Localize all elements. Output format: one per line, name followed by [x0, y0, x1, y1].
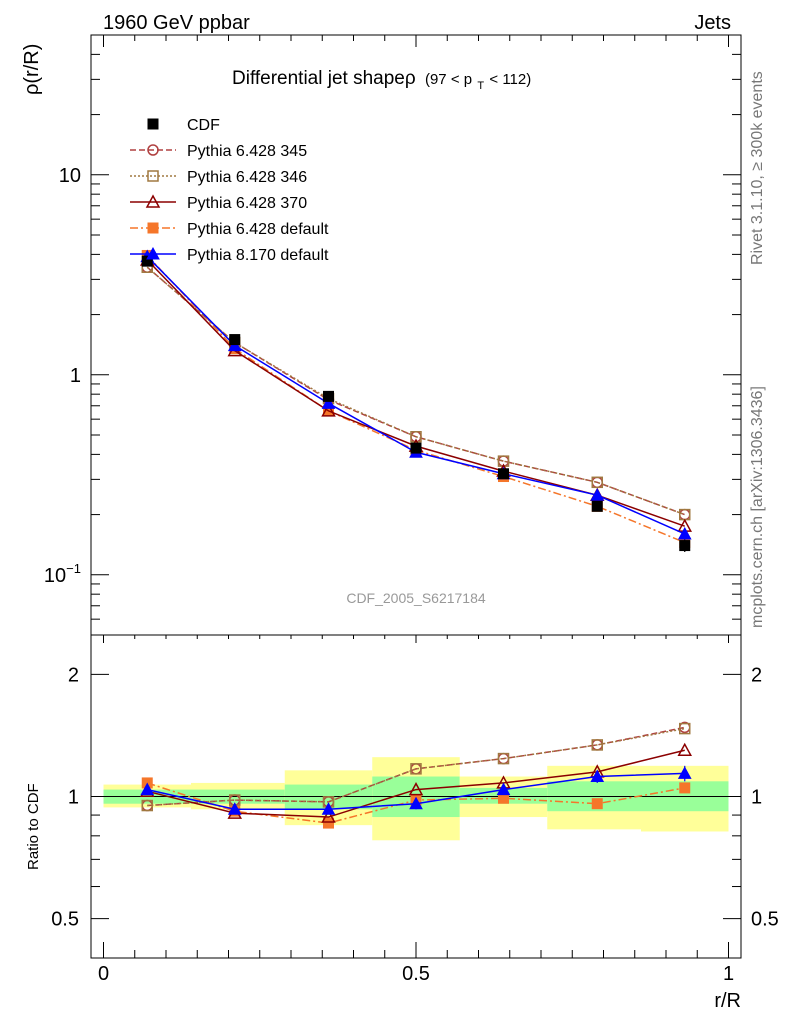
point-p8def: [590, 769, 605, 783]
point-p8def: [409, 796, 423, 810]
main-ytick-label-1: 1: [70, 365, 81, 387]
main-ylabel: ρ(r/R): [21, 44, 43, 95]
rivet-label: Rivet 3.1.10, ≥ 300k events: [749, 71, 766, 265]
point-p8def: [321, 802, 336, 815]
x-tick-label-0: 0: [98, 963, 109, 985]
x-axis-label: r/R: [714, 990, 741, 1012]
point-cdf: [679, 540, 691, 552]
point-cdf: [591, 500, 603, 512]
legend-label-p8def: Pythia 8.170 default: [187, 247, 329, 264]
legend-marker-p8def: [146, 246, 160, 260]
point-p8def: [590, 488, 605, 501]
ratio-series-group: [139, 721, 693, 829]
point-p346: [591, 476, 603, 489]
series-line-p345: [146, 266, 686, 516]
legend: CDF Pythia 6.428 345 Pythia 6.428 346 Pythi…: [130, 117, 329, 264]
series-line-p345: [147, 726, 685, 807]
legend-marker-p345: [147, 144, 159, 156]
main-axes: 10−1 1 10: [44, 34, 741, 636]
main-ytick-label-2: 10: [59, 165, 81, 187]
series-line-p8def: [146, 256, 686, 535]
point-p8def: [321, 396, 336, 409]
point-cdf: [410, 442, 422, 454]
analysis-watermark: CDF_2005_S6217184: [346, 590, 486, 606]
ratio-ytick-label-left-1: 1: [68, 787, 79, 809]
series-line-p346: [147, 727, 685, 807]
point-p346: [410, 763, 422, 775]
header-left: 1960 GeV ppbar: [103, 12, 250, 34]
ratio-ylabel: Ratio to CDF: [25, 783, 42, 870]
point-p370: [321, 403, 336, 417]
series-line-p346: [146, 266, 686, 516]
title-cut-sub: T: [477, 80, 484, 92]
point-p8def: [677, 526, 692, 540]
point-cdf: [498, 468, 509, 480]
point-p346: [497, 752, 510, 765]
mcplots-label: mcplots.cern.ch [arXiv:1306.3436]: [749, 386, 766, 628]
chart-title: Differential jet shapeρ (97 < p T < 112): [232, 68, 531, 94]
point-cdf: [229, 334, 241, 346]
point-p346: [679, 722, 691, 735]
main-series-group: [139, 249, 693, 553]
legend-label-cdf: CDF: [187, 117, 220, 134]
point-p8def: [496, 782, 511, 796]
point-p346: [410, 431, 422, 443]
ratio-ytick-label-left-2: 2: [68, 664, 79, 686]
main-ytick-label-0: 10−1: [44, 561, 81, 587]
legend-label-p370: Pythia 6.428 370: [187, 195, 307, 212]
ratio-ytick-label-right-1: 1: [751, 787, 762, 809]
title-cut-post: < 112): [489, 71, 531, 88]
point-p370: [321, 809, 336, 823]
point-p370: [677, 742, 693, 757]
legend-marker-p370: [145, 194, 161, 208]
point-p370: [408, 782, 424, 796]
point-cdf: [141, 255, 153, 267]
series-line-p6def: [146, 254, 686, 544]
title-cut-pre: (97 < p: [425, 71, 472, 88]
x-tick-label-2: 1: [723, 963, 734, 985]
ratio-frame: [90, 634, 742, 959]
legend-label-p6def: Pythia 6.428 default: [187, 221, 329, 238]
point-p8def: [140, 782, 155, 796]
point-p6def: [591, 798, 603, 810]
legend-label-p346: Pythia 6.428 346: [187, 169, 307, 186]
point-p6def: [323, 817, 334, 829]
header-right: Jets: [694, 12, 731, 34]
legend-marker-p346: [147, 170, 159, 182]
legend-marker-p6def: [147, 222, 159, 234]
point-p346: [591, 739, 603, 751]
ratio-ytick-label-right-2: 2: [751, 664, 762, 686]
point-p8def: [677, 766, 692, 779]
series-line-p370: [146, 259, 686, 527]
legend-label-p345: Pythia 6.428 345: [187, 143, 307, 160]
ratio-ytick-label-left-0: 0.5: [51, 909, 79, 931]
point-p6def: [679, 782, 691, 794]
point-cdf: [323, 390, 334, 402]
title-main: Differential jet shapeρ: [232, 68, 416, 89]
point-p8def: [227, 802, 242, 815]
ratio-ytick-label-right-0: 0.5: [751, 909, 779, 931]
point-p346: [141, 799, 153, 812]
x-tick-label-1: 0.5: [402, 963, 430, 985]
legend-marker-cdf: [147, 118, 159, 130]
